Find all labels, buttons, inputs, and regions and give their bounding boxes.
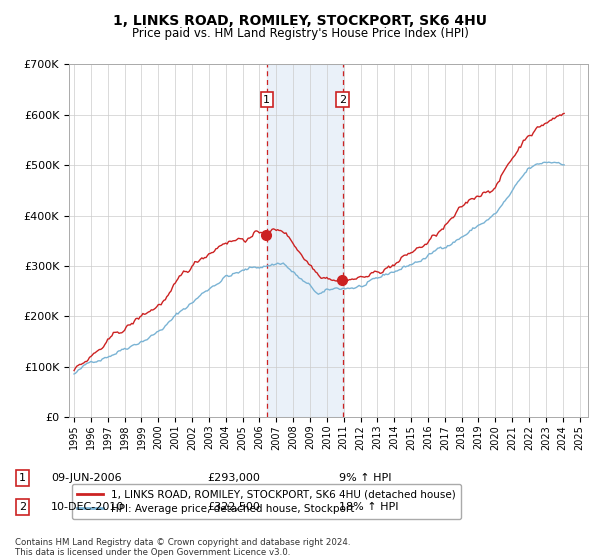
Text: £293,000: £293,000 (207, 473, 260, 483)
Text: 1: 1 (19, 473, 26, 483)
Text: 10-DEC-2010: 10-DEC-2010 (51, 502, 124, 512)
Legend: 1, LINKS ROAD, ROMILEY, STOCKPORT, SK6 4HU (detached house), HPI: Average price,: 1, LINKS ROAD, ROMILEY, STOCKPORT, SK6 4… (71, 484, 461, 519)
Text: £322,500: £322,500 (207, 502, 260, 512)
Text: 2: 2 (19, 502, 26, 512)
Text: Contains HM Land Registry data © Crown copyright and database right 2024.
This d: Contains HM Land Registry data © Crown c… (15, 538, 350, 557)
Text: 1: 1 (263, 95, 271, 105)
Bar (267, 64, 343, 417)
Text: 18% ↑ HPI: 18% ↑ HPI (339, 502, 398, 512)
Text: 1, LINKS ROAD, ROMILEY, STOCKPORT, SK6 4HU: 1, LINKS ROAD, ROMILEY, STOCKPORT, SK6 4… (113, 14, 487, 28)
Text: 2: 2 (339, 95, 346, 105)
Text: 09-JUN-2006: 09-JUN-2006 (51, 473, 122, 483)
Text: Price paid vs. HM Land Registry's House Price Index (HPI): Price paid vs. HM Land Registry's House … (131, 27, 469, 40)
Text: 9% ↑ HPI: 9% ↑ HPI (339, 473, 391, 483)
